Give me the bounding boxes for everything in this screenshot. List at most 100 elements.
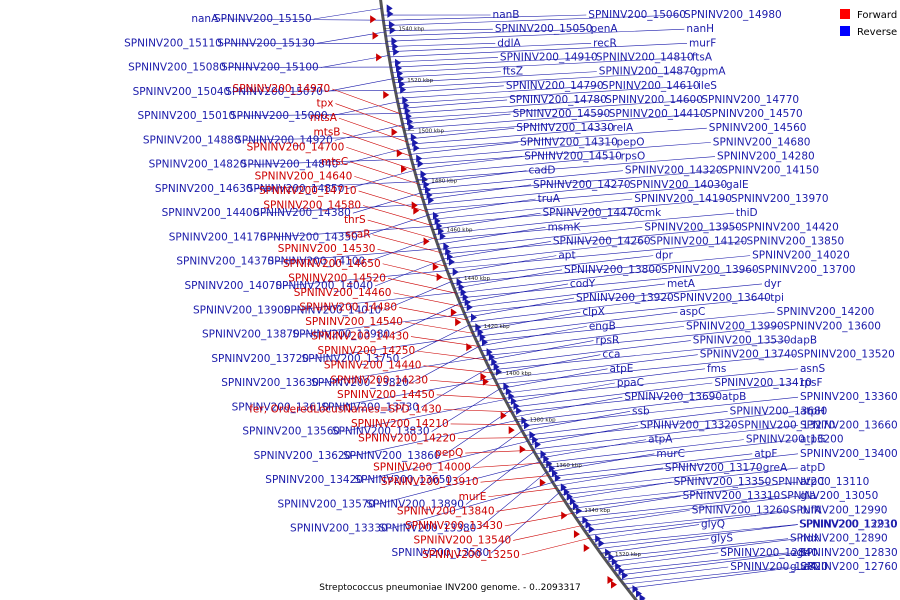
- right-reverse-gene-label[interactable]: ftsZ: [503, 66, 523, 78]
- right-reverse-gene-label[interactable]: clpX: [582, 306, 605, 318]
- right-reverse-gene-label[interactable]: atpD: [800, 462, 825, 474]
- right-reverse-gene-label[interactable]: SPNINV200_13800: [564, 264, 662, 276]
- left-forward-gene-label[interactable]: SPNINV200_13910: [381, 476, 479, 488]
- left-reverse-gene-label[interactable]: SPNINV200_13420: [265, 474, 363, 486]
- right-reverse-gene-label[interactable]: SPNINV200_14590: [513, 108, 611, 120]
- left-reverse-gene-label[interactable]: SPNINV200_13820: [311, 377, 409, 389]
- right-reverse-gene-label[interactable]: SPNINV200_12890: [790, 533, 888, 545]
- right-reverse-gene-label[interactable]: SPNINV200_13960: [661, 264, 759, 276]
- right-reverse-gene-label[interactable]: rpsF: [800, 377, 823, 389]
- left-reverse-gene-label[interactable]: SPNINV200_13750: [302, 353, 400, 365]
- left-forward-gene-label[interactable]: SPNINV200_13250: [422, 549, 520, 561]
- right-reverse-gene-label[interactable]: glyQ: [701, 519, 725, 531]
- left-forward-gene-label[interactable]: SPNINV200_14440: [324, 360, 422, 372]
- right-reverse-gene-label[interactable]: SPNINV200_14770: [701, 94, 799, 106]
- right-reverse-gene-label[interactable]: SPNINV200_14190: [634, 193, 732, 205]
- right-reverse-gene-label[interactable]: SPNINV200_13660: [800, 419, 898, 431]
- left-forward-gene-label[interactable]: SPNINV200_14970: [233, 83, 331, 95]
- right-reverse-gene-label[interactable]: nox: [800, 533, 819, 545]
- right-reverse-gene-label[interactable]: gpmA: [695, 66, 727, 78]
- right-reverse-gene-label[interactable]: msmK: [548, 221, 582, 233]
- left-forward-gene-label[interactable]: SPNINV200_14230: [330, 374, 428, 386]
- left-forward-gene-label[interactable]: murE: [459, 491, 487, 503]
- left-forward-gene-label[interactable]: SPNINV200_14220: [358, 433, 456, 445]
- right-reverse-gene-label[interactable]: thiD: [736, 207, 758, 219]
- left-reverse-gene-label[interactable]: SPNINV200_15040: [133, 86, 231, 98]
- right-reverse-gene-label[interactable]: SPNINV200_13270: [738, 419, 836, 431]
- left-forward-gene-label[interactable]: pepQ: [435, 447, 463, 459]
- left-reverse-gene-label[interactable]: SPNINV200_14070: [184, 280, 282, 292]
- right-reverse-gene-label[interactable]: apt: [558, 250, 575, 262]
- left-forward-gene-label[interactable]: SPNINV200_14710: [259, 185, 357, 197]
- right-reverse-gene-label[interactable]: SPNINV200_14560: [709, 122, 807, 134]
- left-reverse-gene-label[interactable]: SPNINV200_14400: [162, 207, 260, 219]
- left-reverse-gene-label[interactable]: SPNINV200_14630: [155, 183, 253, 195]
- left-reverse-gene-label[interactable]: SPNINV200_14850: [247, 183, 345, 195]
- right-reverse-gene-label[interactable]: recR: [593, 37, 617, 49]
- right-reverse-gene-label[interactable]: SPNINV200_13350: [674, 476, 772, 488]
- right-reverse-gene-label[interactable]: SPNINV200_14260: [553, 235, 651, 247]
- right-reverse-gene-label[interactable]: penA: [591, 23, 619, 35]
- left-forward-gene-label[interactable]: SPNINV200_14210: [351, 418, 449, 430]
- right-reverse-gene-label[interactable]: dpr: [655, 250, 673, 262]
- left-reverse-gene-label[interactable]: SPNINV200_14100: [268, 256, 366, 268]
- left-reverse-gene-label[interactable]: SPNINV200_14040: [275, 280, 373, 292]
- right-reverse-gene-label[interactable]: atpB: [722, 391, 746, 403]
- right-reverse-gene-label[interactable]: SPNINV200_15060: [588, 9, 686, 21]
- left-forward-gene-label[interactable]: SPNINV200_13540: [414, 534, 512, 546]
- right-reverse-gene-label[interactable]: glyS: [711, 533, 734, 545]
- left-reverse-gene-label[interactable]: SPNINV200_14880: [143, 134, 241, 146]
- left-reverse-gene-label[interactable]: SPNINV200_13630: [221, 377, 319, 389]
- right-reverse-gene-label[interactable]: SPNINV200_13970: [731, 193, 829, 205]
- left-forward-gene-label[interactable]: SPNINV200_14650: [283, 258, 381, 270]
- right-reverse-gene-label[interactable]: pepO: [616, 136, 644, 148]
- right-reverse-gene-label[interactable]: SPNINV200_14280: [717, 151, 815, 163]
- left-forward-gene-label[interactable]: SPNINV200_14250: [317, 345, 415, 357]
- left-reverse-gene-label[interactable]: SPNINV200_13570: [277, 498, 375, 510]
- right-reverse-gene-label[interactable]: SPNINV200_14310: [520, 136, 618, 148]
- right-reverse-gene-label[interactable]: murC: [656, 448, 685, 460]
- right-reverse-gene-label[interactable]: SPNINV200_14420: [741, 221, 839, 233]
- right-reverse-gene-label[interactable]: ddlA: [497, 37, 521, 49]
- right-reverse-gene-label[interactable]: SPNINV200_13320: [640, 419, 738, 431]
- right-reverse-gene-label[interactable]: SPNINV200_14780: [509, 94, 607, 106]
- left-forward-gene-label[interactable]: mtsA: [310, 112, 338, 124]
- left-reverse-gene-label[interactable]: SPNINV200_15010: [137, 110, 235, 122]
- left-reverse-gene-label[interactable]: SPNINV200_14370: [176, 256, 274, 268]
- right-reverse-gene-label[interactable]: SPNINV200_13230: [799, 519, 897, 531]
- left-reverse-gene-label[interactable]: SPNINV200_14920: [235, 134, 333, 146]
- right-reverse-gene-label[interactable]: atpC: [800, 476, 825, 488]
- right-reverse-gene-label[interactable]: SPNINV200_13170: [665, 462, 763, 474]
- right-reverse-gene-label[interactable]: SPNINV200_14020: [752, 250, 850, 262]
- right-reverse-gene-label[interactable]: atpG: [800, 434, 825, 446]
- left-forward-gene-label[interactable]: SPNINV200_14540: [305, 316, 403, 328]
- left-reverse-gene-label[interactable]: SPNINV200_15080: [128, 62, 226, 74]
- right-reverse-gene-label[interactable]: rpsO: [621, 151, 646, 163]
- right-reverse-gene-label[interactable]: SPNINV200_13200: [746, 434, 844, 446]
- right-reverse-gene-label[interactable]: SPNINV200_13360: [800, 391, 898, 403]
- left-forward-gene-label[interactable]: SPNINV200_14530: [278, 243, 376, 255]
- left-forward-gene-label[interactable]: SPNINV200_14430: [311, 331, 409, 343]
- left-reverse-gene-label[interactable]: SPNINV200_13890: [366, 498, 464, 510]
- left-reverse-gene-label[interactable]: SPNINV200_15150: [214, 13, 312, 25]
- left-reverse-gene-label[interactable]: SPNINV200_14820: [149, 159, 247, 171]
- left-reverse-gene-label[interactable]: SPNINV200_13610: [232, 401, 330, 413]
- left-forward-gene-label[interactable]: SPNINV200_13430: [405, 520, 503, 532]
- right-reverse-gene-label[interactable]: asnS: [800, 363, 826, 375]
- right-reverse-gene-label[interactable]: SPNINV200_14470: [542, 207, 640, 219]
- left-reverse-gene-label[interactable]: SPNINV200_15130: [217, 37, 315, 49]
- left-forward-gene-label[interactable]: thrS: [344, 214, 366, 226]
- right-reverse-gene-label[interactable]: SPNINV200_13530: [693, 335, 791, 347]
- right-reverse-gene-label[interactable]: atpA: [648, 434, 673, 446]
- left-reverse-gene-label[interactable]: nanA: [191, 13, 219, 25]
- left-forward-gene-label[interactable]: SPNINV200_14580: [263, 200, 361, 212]
- right-reverse-gene-label[interactable]: SPNINV200_12910: [800, 519, 898, 531]
- right-reverse-gene-label[interactable]: tufA: [800, 504, 822, 516]
- left-reverse-gene-label[interactable]: SPNINV200_14350: [260, 231, 358, 243]
- left-reverse-gene-label[interactable]: SPNINV200_15070: [225, 86, 323, 98]
- left-reverse-gene-label[interactable]: SPNINV200_13730: [321, 401, 419, 413]
- right-reverse-gene-label[interactable]: truA: [538, 193, 561, 205]
- right-reverse-gene-label[interactable]: SPNINV200_14150: [721, 165, 819, 177]
- right-reverse-gene-label[interactable]: SPNINV200_14030: [629, 179, 727, 191]
- right-reverse-gene-label[interactable]: SPNINV200_14330: [516, 122, 614, 134]
